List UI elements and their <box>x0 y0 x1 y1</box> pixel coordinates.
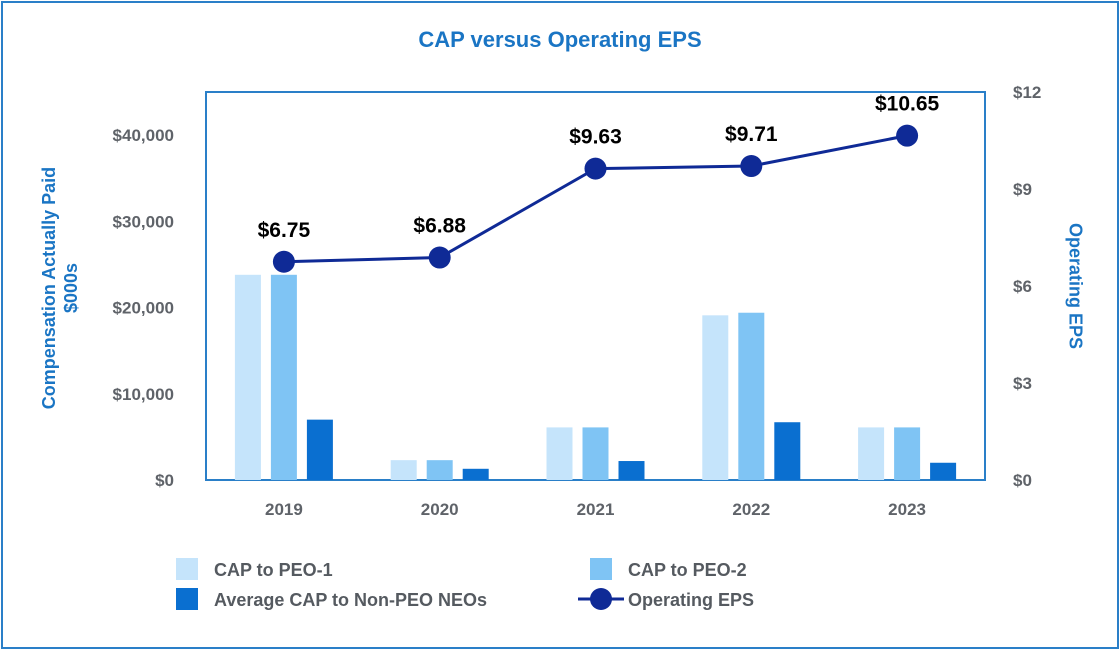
x-category-label: 2021 <box>577 500 615 519</box>
y-left-tick-label: $10,000 <box>113 385 174 404</box>
eps-point <box>272 250 295 273</box>
x-category-label: 2023 <box>888 500 926 519</box>
bar-average-cap-to-non-peo-neos <box>618 461 645 480</box>
bar-cap-to-peo-2 <box>738 312 765 480</box>
eps-point <box>740 155 763 178</box>
x-category-label: 2022 <box>732 500 770 519</box>
legend-cap-to-peo-2-label: CAP to PEO-2 <box>628 560 747 580</box>
bar-cap-to-peo-1 <box>390 460 417 480</box>
bar-average-cap-to-non-peo-neos <box>774 422 801 480</box>
chart-title: CAP versus Operating EPS <box>418 27 702 52</box>
y-left-tick-label: $0 <box>155 471 174 490</box>
bar-average-cap-to-non-peo-neos <box>462 468 489 480</box>
eps-point <box>584 157 607 180</box>
eps-data-label: $9.71 <box>725 123 778 146</box>
legend-operating-eps-marker <box>590 588 612 610</box>
y-right-tick-label: $6 <box>1013 277 1032 296</box>
bar-cap-to-peo-2 <box>582 427 609 480</box>
bar-cap-to-peo-1 <box>546 427 573 480</box>
eps-point <box>428 246 451 269</box>
legend-cap-to-peo-1-label: CAP to PEO-1 <box>214 560 333 580</box>
x-category-label: 2019 <box>265 500 303 519</box>
bar-cap-to-peo-1 <box>702 315 729 480</box>
legend-cap-to-peo-2-swatch <box>590 558 612 580</box>
eps-data-label: $6.75 <box>258 219 311 242</box>
eps-point <box>896 124 919 147</box>
eps-data-label: $6.88 <box>413 215 466 238</box>
legend-average-cap-to-non-peo-neos-label: Average CAP to Non-PEO NEOs <box>214 590 487 610</box>
bar-cap-to-peo-1 <box>234 274 261 480</box>
y-right-tick-label: $0 <box>1013 471 1032 490</box>
bar-cap-to-peo-2 <box>894 427 921 480</box>
eps-data-label: $9.63 <box>569 126 622 149</box>
legend-operating-eps-label: Operating EPS <box>628 590 754 610</box>
legend-average-cap-to-non-peo-neos-swatch <box>176 588 198 610</box>
eps-line <box>283 134 908 264</box>
x-category-label: 2020 <box>421 500 459 519</box>
bar-cap-to-peo-1 <box>858 427 885 480</box>
y-right-tick-label: $12 <box>1013 83 1041 102</box>
y-right-tick-label: $3 <box>1013 374 1032 393</box>
y-right-tick-label: $9 <box>1013 180 1032 199</box>
y-left-tick-label: $40,000 <box>113 126 174 145</box>
bar-cap-to-peo-2 <box>270 274 297 480</box>
y-left-tick-label: $20,000 <box>113 299 174 318</box>
bar-average-cap-to-non-peo-neos <box>306 419 333 480</box>
bar-average-cap-to-non-peo-neos <box>930 462 957 480</box>
y-left-tick-label: $30,000 <box>113 212 174 231</box>
legend-cap-to-peo-1-swatch <box>176 558 198 580</box>
eps-data-label: $10.65 <box>875 93 940 116</box>
bar-cap-to-peo-2 <box>426 460 453 480</box>
